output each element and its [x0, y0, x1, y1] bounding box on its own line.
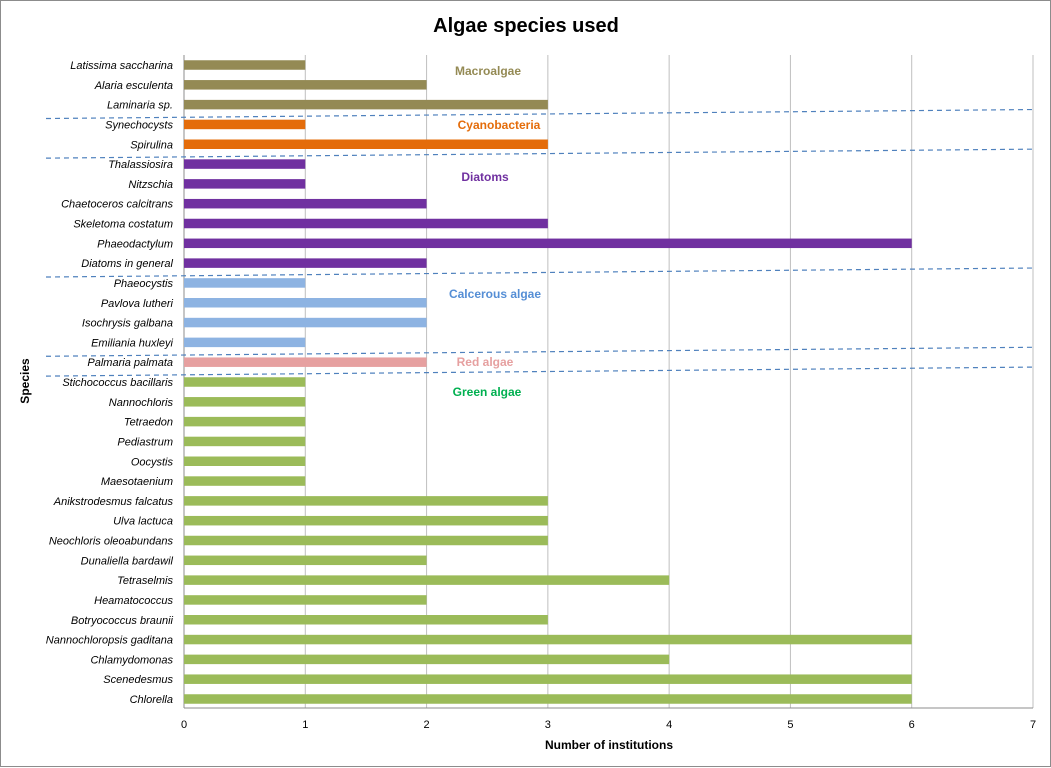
species-label-scenedesmus: Scenedesmus	[103, 674, 173, 686]
bar-neochloris-oleoabundans	[184, 535, 548, 546]
species-label-synechocysts: Synechocysts	[105, 119, 173, 131]
group-label-red: Red algae	[457, 355, 514, 369]
bar-phaeocystis	[184, 278, 306, 288]
species-label-tetraselmis: Tetraselmis	[117, 575, 173, 587]
bar-nitzschia	[184, 179, 306, 189]
y-axis-label: Species	[18, 358, 32, 404]
bar-palmaria-palmata	[184, 357, 427, 367]
bar-stichococcus-bacillaris	[184, 377, 306, 387]
species-label-skeletoma-costatum: Skeletoma costatum	[73, 219, 173, 231]
bar-alaria-esculenta	[184, 80, 427, 90]
bar-oocystis	[184, 456, 306, 466]
bar-chaetoceros-calcitrans	[184, 198, 427, 209]
bar-chlamydomonas	[184, 654, 670, 665]
bar-laminaria-sp	[184, 99, 548, 110]
species-label-maesotaenium: Maesotaenium	[101, 476, 173, 488]
species-label-oocystis: Oocystis	[131, 456, 174, 468]
species-label-palmaria-palmata: Palmaria palmata	[87, 357, 173, 369]
species-label-diatoms-in-general: Diatoms in general	[81, 258, 173, 270]
bar-isochrysis-galbana	[184, 317, 427, 328]
bar-ulva-lactuca	[184, 515, 548, 526]
x-tick-labels: 0 1 2 3 4 5 6 7	[181, 719, 1036, 731]
bar-pediastrum	[184, 436, 306, 447]
bar-tetraedon	[184, 416, 306, 427]
group-separator	[45, 108, 1034, 120]
species-label-botryococcus-braunii: Botryococcus braunii	[71, 615, 174, 627]
bar-nannochloropsis-gaditana	[184, 634, 912, 645]
group-label-cyanobacteria: Cyanobacteria	[458, 118, 541, 132]
bar-pavlova-lutheri	[184, 298, 427, 308]
species-label-phaeodactylum: Phaeodactylum	[97, 238, 173, 250]
bar-diatoms-in-general	[184, 258, 427, 268]
bar-chlorella	[184, 694, 912, 704]
group-separator	[45, 366, 1034, 377]
bar-synechocysts	[184, 119, 306, 130]
group-separator	[45, 346, 1034, 357]
group-separator	[45, 148, 1034, 159]
species-label-pavlova-lutheri: Pavlova lutheri	[101, 298, 174, 310]
bar-phaeodactylum	[184, 238, 912, 249]
bar-thalassiosira	[184, 159, 306, 169]
species-label-thalassiosira: Thalassiosira	[108, 159, 173, 171]
x-tick-label: 3	[545, 719, 551, 731]
group-label-calcerous: Calcerous algae	[449, 287, 541, 301]
bars	[184, 60, 912, 704]
bar-dunaliella-bardawil	[184, 555, 427, 566]
species-label-anikstrodesmus-falcatus: Anikstrodesmus falcatus	[53, 496, 174, 508]
species-label-laminaria-sp: Laminaria sp.	[107, 100, 173, 112]
group-labels: Macroalgae Cyanobacteria Diatoms Calcerous …	[449, 64, 541, 399]
species-label-chlorella: Chlorella	[130, 694, 173, 706]
x-tick-label: 5	[787, 719, 793, 731]
bar-anikstrodesmus-falcatus	[184, 496, 548, 506]
species-label-spirulina: Spirulina	[130, 139, 173, 151]
bar-tetraselmis	[184, 575, 670, 585]
bar-botryococcus-braunii	[184, 615, 548, 625]
group-separator	[45, 267, 1034, 278]
group-label-diatoms: Diatoms	[461, 170, 509, 184]
species-label-nitzschia: Nitzschia	[128, 179, 173, 191]
x-tick-label: 2	[424, 719, 430, 731]
species-labels: Latissima saccharina Alaria esculenta Lami…	[46, 60, 174, 706]
species-label-chlamydomonas: Chlamydomonas	[90, 654, 173, 666]
species-label-heamatococcus: Heamatococcus	[94, 595, 173, 607]
species-label-stichococcus-bacillaris: Stichococcus bacillaris	[62, 377, 173, 389]
bar-latissima-saccharina	[184, 60, 306, 70]
bar-emiliania-huxleyi	[184, 337, 306, 348]
x-axis-label: Number of institutions	[545, 738, 673, 752]
species-label-pediastrum: Pediastrum	[117, 436, 173, 448]
chart-title: Algae species used	[433, 15, 619, 37]
x-tick-label: 0	[181, 719, 187, 731]
x-tick-label: 1	[302, 719, 308, 731]
species-label-phaeocystis: Phaeocystis	[114, 278, 174, 290]
species-label-chaetoceros-calcitrans: Chaetoceros calcitrans	[61, 199, 173, 211]
group-label-green: Green algae	[453, 385, 522, 399]
species-label-emiliania-huxleyi: Emiliania huxleyi	[91, 337, 173, 349]
species-label-nannochloris: Nannochloris	[109, 397, 174, 409]
bar-heamatococcus	[184, 595, 427, 605]
bar-skeletoma-costatum	[184, 218, 548, 229]
species-label-isochrysis-galbana: Isochrysis galbana	[82, 318, 173, 330]
bar-spirulina	[184, 139, 548, 149]
species-label-neochloris-oleoabundans: Neochloris oleoabundans	[49, 536, 174, 548]
species-label-dunaliella-bardawil: Dunaliella bardawil	[81, 555, 174, 567]
species-label-latissima-saccharina: Latissima saccharina	[70, 60, 173, 72]
species-label-alaria-esculenta: Alaria esculenta	[94, 80, 173, 92]
bar-scenedesmus	[184, 674, 912, 684]
group-separators	[45, 108, 1034, 377]
species-label-nannochloropsis-gaditana: Nannochloropsis gaditana	[46, 635, 173, 647]
x-tick-label: 6	[909, 719, 915, 731]
bar-maesotaenium	[184, 476, 306, 486]
species-label-ulva-lactuca: Ulva lactuca	[113, 516, 173, 528]
x-tick-label: 7	[1030, 719, 1036, 731]
bar-nannochloris	[184, 397, 306, 407]
species-label-tetraedon: Tetraedon	[124, 417, 173, 429]
x-tick-label: 4	[666, 719, 672, 731]
group-label-macroalgae: Macroalgae	[455, 64, 521, 78]
